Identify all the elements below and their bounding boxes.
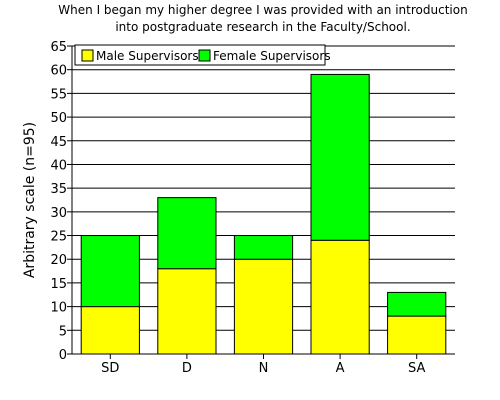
bar-a-male [310,239,370,355]
y-tick-label: 50 [50,111,67,126]
y-tick-label: 65 [50,40,67,55]
chart-title-line-2: into postgraduate research in the Facult… [115,20,410,34]
legend-swatch-male [81,49,94,62]
y-tick-label: 20 [50,253,67,268]
bars [80,73,447,355]
y-tick-label: 0 [59,348,67,363]
y-tick-label: 45 [50,135,67,150]
y-tick-label: 60 [50,64,67,79]
bar-sa-male [387,315,447,355]
x-tick-label-n: N [259,361,269,376]
x-tick-label-d: D [182,361,192,376]
y-tick-label: 5 [59,324,67,339]
bar-n-male [233,258,294,355]
bar-sd-female [80,235,140,308]
y-tick-label: 55 [50,87,67,102]
y-tick-label: 35 [50,182,67,197]
y-tick-label: 15 [50,277,67,292]
chart-title-line-1: When I began my higher degree I was prov… [58,3,467,17]
bar-d-female [157,197,217,270]
x-tick-label-sa: SA [408,361,425,376]
x-tick-label-sd: SD [101,361,119,376]
legend-label-male: Male Supervisors [96,49,199,63]
legend: Male Supervisors Female Supervisors [74,44,331,66]
axes [67,45,455,359]
y-axis-label: Arbitrary scale (n=95) [22,122,38,278]
bar-n-female [233,235,294,260]
bar-sd-male [80,306,140,355]
y-tick-labels: 0 5 10 15 20 25 30 35 40 45 50 55 60 65 [50,40,67,363]
y-tick-label: 30 [50,206,67,221]
bar-sa-female [387,291,447,317]
legend-swatch-female [198,49,211,62]
y-tick-label: 25 [50,230,67,245]
bar-d-male [157,268,217,355]
x-tick-label-a: A [336,361,345,376]
bar-a-female [310,73,370,241]
y-tick-label: 10 [50,301,67,316]
x-tick-labels: SD D N A SA [101,361,425,376]
y-tick-label: 40 [50,158,67,173]
legend-label-female: Female Supervisors [213,49,331,63]
